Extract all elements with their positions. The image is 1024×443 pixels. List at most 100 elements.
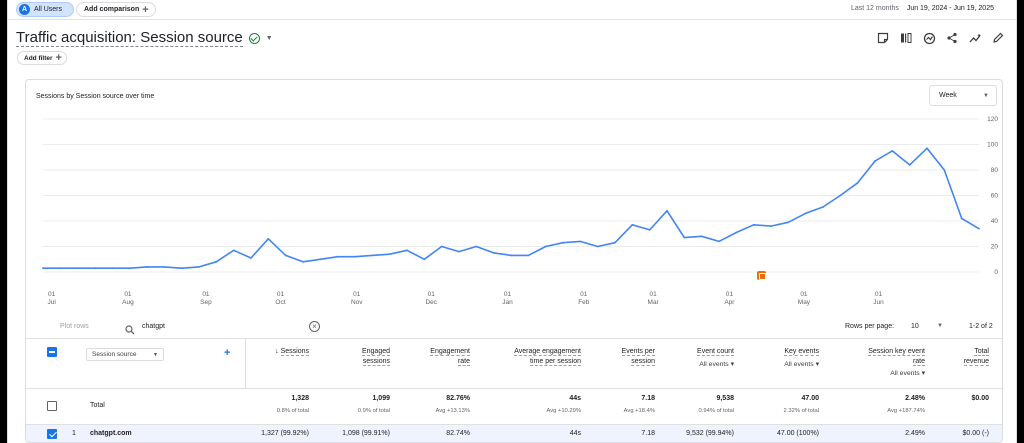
data-point[interactable] xyxy=(978,227,980,230)
column-header[interactable]: Engagement rate xyxy=(430,347,470,366)
column-header-label-line2: sessions xyxy=(362,357,390,366)
column-header[interactable]: Key events All events ▾ xyxy=(784,347,819,369)
clear-search-icon[interactable]: × xyxy=(309,321,320,332)
rows-per-page-caret-icon[interactable]: ▼ xyxy=(937,323,943,329)
data-point[interactable] xyxy=(354,255,356,258)
data-point[interactable] xyxy=(579,240,582,243)
data-point[interactable] xyxy=(544,245,547,248)
data-point[interactable] xyxy=(735,231,738,234)
data-point[interactable] xyxy=(146,266,148,268)
search-input[interactable]: chatgpt xyxy=(142,323,165,330)
data-point[interactable] xyxy=(94,267,96,270)
data-point[interactable] xyxy=(250,257,252,259)
data-point[interactable] xyxy=(596,245,599,248)
caret-down-icon[interactable]: ▼ xyxy=(265,34,273,42)
totals-checkbox[interactable] xyxy=(47,401,57,411)
column-header[interactable]: Event count All events ▾ xyxy=(697,347,734,369)
row-checkbox[interactable] xyxy=(47,429,57,439)
compare-columns-icon[interactable] xyxy=(898,30,914,46)
data-point[interactable] xyxy=(388,253,391,256)
data-point[interactable] xyxy=(527,254,530,257)
data-point[interactable] xyxy=(128,267,131,270)
event-filter-select[interactable]: All events ▾ xyxy=(784,360,819,368)
data-point[interactable] xyxy=(908,164,911,166)
plot-rows-button[interactable]: Plot rows xyxy=(60,323,89,330)
data-point[interactable] xyxy=(111,267,114,270)
granularity-select[interactable]: Week ▼ xyxy=(929,85,997,106)
data-point[interactable] xyxy=(666,209,668,212)
data-point[interactable] xyxy=(787,221,790,224)
data-point[interactable] xyxy=(475,245,478,248)
insights-icon[interactable] xyxy=(921,30,937,46)
data-point[interactable] xyxy=(700,235,703,238)
event-filter-select[interactable]: All events ▾ xyxy=(890,370,925,377)
dimension-select[interactable]: Session source ▼ xyxy=(86,348,164,361)
total-subvalue: Avg +10.29% xyxy=(546,408,581,414)
data-point[interactable] xyxy=(648,229,651,231)
row-source[interactable]: chatgpt.com xyxy=(90,430,132,437)
data-point[interactable] xyxy=(59,267,62,270)
data-point[interactable] xyxy=(839,194,842,197)
data-point[interactable] xyxy=(163,266,166,268)
column-header[interactable]: Session key event rate All events ▾ xyxy=(868,347,925,379)
column-header[interactable]: ↓ Sessions xyxy=(275,347,309,357)
data-point[interactable] xyxy=(926,147,928,150)
segment-chip-all-users[interactable]: A All Users xyxy=(16,2,74,17)
add-comparison-button[interactable]: Add comparison + xyxy=(76,2,156,17)
data-point[interactable] xyxy=(960,217,963,220)
data-point[interactable] xyxy=(198,266,200,268)
x-tick-month: May xyxy=(798,299,811,306)
table-row[interactable]: 1 chatgpt.com 1,327 (99.92%) 1,098 (99.91… xyxy=(26,424,1002,442)
data-point[interactable] xyxy=(943,169,946,171)
data-point[interactable] xyxy=(215,260,218,263)
row-value: 82.74% xyxy=(446,430,470,437)
edit-pencil-icon[interactable] xyxy=(990,30,1006,46)
data-point[interactable] xyxy=(267,237,270,240)
data-point[interactable] xyxy=(440,245,443,248)
y-tick-label: 80 xyxy=(991,167,999,174)
add-dimension-icon[interactable]: + xyxy=(224,347,231,359)
data-point[interactable] xyxy=(336,255,339,258)
data-point[interactable] xyxy=(631,223,634,226)
share-icon[interactable] xyxy=(944,30,960,46)
data-point[interactable] xyxy=(492,251,495,254)
annotation-marker-icon[interactable] xyxy=(757,271,766,280)
data-point[interactable] xyxy=(804,212,807,215)
data-point[interactable] xyxy=(458,250,460,253)
data-point[interactable] xyxy=(822,206,824,208)
data-point[interactable] xyxy=(856,181,859,184)
data-point[interactable] xyxy=(42,267,44,270)
data-point[interactable] xyxy=(614,241,616,244)
note-icon[interactable] xyxy=(875,30,891,46)
data-point[interactable] xyxy=(770,225,772,228)
data-point[interactable] xyxy=(874,160,876,162)
trend-sparkle-icon[interactable] xyxy=(967,30,983,46)
data-point[interactable] xyxy=(302,260,304,263)
column-header[interactable]: Engaged sessions xyxy=(361,347,390,366)
event-filter-select[interactable]: All events ▾ xyxy=(699,360,734,368)
data-point[interactable] xyxy=(562,241,564,244)
data-point[interactable] xyxy=(406,249,408,252)
data-point[interactable] xyxy=(284,254,287,257)
data-point[interactable] xyxy=(752,223,755,226)
data-point[interactable] xyxy=(319,258,322,261)
column-header[interactable]: Total revenue xyxy=(963,347,989,366)
data-point[interactable] xyxy=(423,258,426,261)
total-subvalue: Avg +13.13% xyxy=(435,408,470,414)
add-filter-button[interactable]: Add filter + xyxy=(17,51,67,65)
select-all-checkbox[interactable] xyxy=(47,347,57,357)
data-point[interactable] xyxy=(510,254,512,257)
date-range-picker[interactable]: Last 12 months Jun 19, 2024 - Jun 19, 20… xyxy=(851,5,994,12)
data-point[interactable] xyxy=(232,249,235,252)
data-point[interactable] xyxy=(371,254,374,257)
data-point[interactable] xyxy=(180,267,183,270)
column-header[interactable]: Events per session xyxy=(621,347,655,366)
data-point[interactable] xyxy=(891,149,894,152)
data-point[interactable] xyxy=(683,236,686,239)
column-header[interactable]: Average engagement time per session xyxy=(514,347,581,366)
data-point[interactable] xyxy=(718,240,720,243)
data-point[interactable] xyxy=(76,267,79,270)
sort-arrow-icon[interactable]: ↓ xyxy=(275,348,281,355)
report-title-text[interactable]: Traffic acquisition: Session source xyxy=(16,29,243,47)
rows-per-page-select[interactable]: 10 xyxy=(911,323,919,330)
